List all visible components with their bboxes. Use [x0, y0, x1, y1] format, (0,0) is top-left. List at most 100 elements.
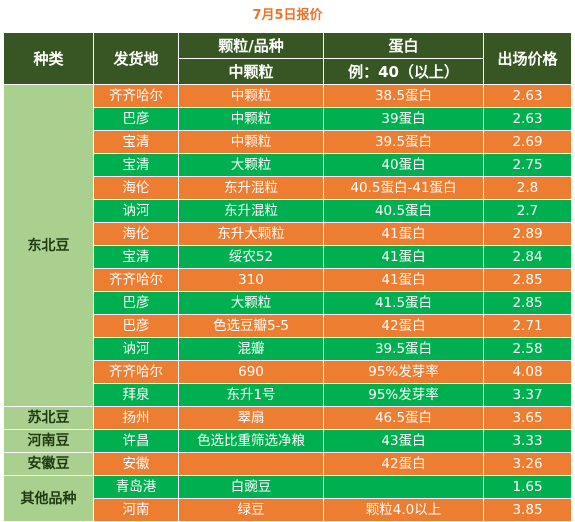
price-cell: 3.33 — [483, 429, 572, 453]
table-row: 宝清 绥农52 41蛋白 2.84 — [4, 245, 572, 269]
grain-cell: 色选比重筛选净粮 — [178, 429, 324, 453]
table-row: 讷河 混瓣 39.5蛋白 2.58 — [4, 337, 572, 361]
price-cell: 2.85 — [483, 268, 572, 292]
category-cell: 东北豆 — [3, 84, 94, 407]
header-price: 出场价格 — [483, 32, 572, 85]
protein-cell: 41.5蛋白 — [323, 291, 484, 315]
table-row: 安徽豆 安徽 42蛋白 3.26 — [3, 452, 572, 476]
price-cell: 2.71 — [483, 314, 572, 338]
grain-cell: 中颗粒 — [178, 107, 324, 131]
origin-cell: 讷河 — [93, 199, 179, 223]
table-row: 宝清 大颗粒 40蛋白 2.75 — [4, 153, 572, 177]
table-row: 巴彦 中颗粒 39蛋白 2.63 — [4, 107, 572, 131]
protein-cell: 46.5蛋白 — [323, 406, 484, 430]
protein-cell: 40.5蛋白 — [323, 199, 484, 223]
origin-cell: 青岛港 — [93, 475, 179, 499]
table-row: 讷河 东升混粒 40.5蛋白 2.7 — [4, 199, 572, 223]
table-row: 海伦 东升混粒 40.5蛋白-41蛋白 2.8 — [4, 176, 572, 200]
category-cell: 其他品种 — [3, 475, 94, 522]
price-cell: 2.89 — [483, 222, 572, 246]
protein-cell: 43蛋白 — [323, 429, 484, 453]
price-table: 种类 发货地 颗粒/品种 蛋白 出场价格 中颗粒 例：40（以上） 东北豆 齐齐哈… — [3, 32, 572, 522]
table-row: 其他品种 青岛港 白豌豆 1.65 — [3, 475, 572, 522]
protein-cell: 95%发芽率 — [323, 383, 484, 407]
protein-cell: 39蛋白 — [323, 107, 484, 131]
origin-cell: 海伦 — [93, 176, 179, 200]
table-body: 东北豆 齐齐哈尔 中颗粒 38.5蛋白 2.63 巴彦 中颗粒 39蛋白 2.63 宝清 中颗粒 39… — [3, 84, 572, 522]
origin-cell: 巴彦 — [93, 107, 179, 131]
protein-cell: 40蛋白 — [323, 153, 484, 177]
header-grain-sub: 中颗粒 — [178, 58, 324, 85]
grain-cell: 大颗粒 — [178, 291, 324, 315]
price-cell: 2.85 — [483, 291, 572, 315]
protein-cell: 40.5蛋白-41蛋白 — [323, 176, 484, 200]
price-cell: 2.69 — [483, 130, 572, 154]
grain-cell: 翠扇 — [178, 406, 324, 430]
grain-cell: 大颗粒 — [178, 153, 324, 177]
grain-cell: 混瓣 — [178, 337, 324, 361]
header-grain: 颗粒/品种 — [178, 32, 324, 59]
origin-cell: 宝清 — [93, 153, 179, 177]
price-cell: 2.8 — [483, 176, 572, 200]
header-protein: 蛋白 — [323, 32, 484, 59]
grain-cell — [178, 452, 324, 476]
protein-cell — [323, 475, 484, 499]
price-cell: 4.08 — [483, 360, 572, 384]
grain-cell: 690 — [178, 360, 324, 384]
table-row: 苏北豆 扬州 翠扇 46.5蛋白 3.65 — [3, 406, 572, 430]
origin-cell: 齐齐哈尔 — [93, 84, 179, 108]
grain-cell: 东升大颗粒 — [178, 222, 324, 246]
protein-cell: 39.5蛋白 — [323, 130, 484, 154]
price-cell: 2.63 — [483, 107, 572, 131]
price-cell: 3.65 — [483, 406, 572, 430]
grain-cell: 白豌豆 — [178, 475, 324, 499]
header-category: 种类 — [3, 32, 94, 85]
origin-cell: 宝清 — [93, 130, 179, 154]
grain-cell: 东升1号 — [178, 383, 324, 407]
header-origin: 发货地 — [93, 32, 179, 85]
protein-cell: 颗粒4.0以上 — [323, 498, 484, 522]
table-row: 河南豆 许昌 色选比重筛选净粮 43蛋白 3.33 — [3, 429, 572, 453]
grain-cell: 绥农52 — [178, 245, 324, 269]
category-cell: 苏北豆 — [3, 406, 94, 430]
report-title: 7月5日报价 — [252, 8, 323, 23]
price-cell: 3.85 — [483, 498, 572, 522]
grain-cell: 东升混粒 — [178, 199, 324, 223]
category-cell: 安徽豆 — [3, 452, 94, 476]
protein-cell: 41蛋白 — [323, 268, 484, 292]
header-protein-sub: 例：40（以上） — [323, 58, 484, 85]
price-cell: 2.84 — [483, 245, 572, 269]
grain-cell: 东升混粒 — [178, 176, 324, 200]
grain-cell: 中颗粒 — [178, 130, 324, 154]
price-cell: 2.63 — [483, 84, 572, 108]
origin-cell: 齐齐哈尔 — [93, 360, 179, 384]
protein-cell: 95%发芽率 — [323, 360, 484, 384]
price-cell: 2.75 — [483, 153, 572, 177]
price-cell: 3.26 — [483, 452, 572, 476]
origin-cell: 宝清 — [93, 245, 179, 269]
price-cell: 2.7 — [483, 199, 572, 223]
price-cell: 1.65 — [483, 475, 572, 499]
protein-cell: 41蛋白 — [323, 222, 484, 246]
origin-cell: 河南 — [93, 498, 179, 522]
protein-cell: 42蛋白 — [323, 314, 484, 338]
origin-cell: 讷河 — [93, 337, 179, 361]
origin-cell: 巴彦 — [93, 291, 179, 315]
origin-cell: 巴彦 — [93, 314, 179, 338]
grain-cell: 绿豆 — [178, 498, 324, 522]
grain-cell: 中颗粒 — [178, 84, 324, 108]
table-row: 海伦 东升大颗粒 41蛋白 2.89 — [4, 222, 572, 246]
origin-cell: 安徽 — [93, 452, 179, 476]
table-row: 齐齐哈尔 690 95%发芽率 4.08 — [4, 360, 572, 384]
protein-cell: 38.5蛋白 — [323, 84, 484, 108]
origin-cell: 齐齐哈尔 — [93, 268, 179, 292]
origin-cell: 扬州 — [93, 406, 179, 430]
origin-cell: 海伦 — [93, 222, 179, 246]
table-row: 东北豆 齐齐哈尔 中颗粒 38.5蛋白 2.63 — [3, 84, 572, 407]
protein-cell: 41蛋白 — [323, 245, 484, 269]
price-cell: 2.58 — [483, 337, 572, 361]
price-cell: 3.37 — [483, 383, 572, 407]
origin-cell: 许昌 — [93, 429, 179, 453]
grain-cell: 色选豆瓣5-5 — [178, 314, 324, 338]
protein-cell: 42蛋白 — [323, 452, 484, 476]
